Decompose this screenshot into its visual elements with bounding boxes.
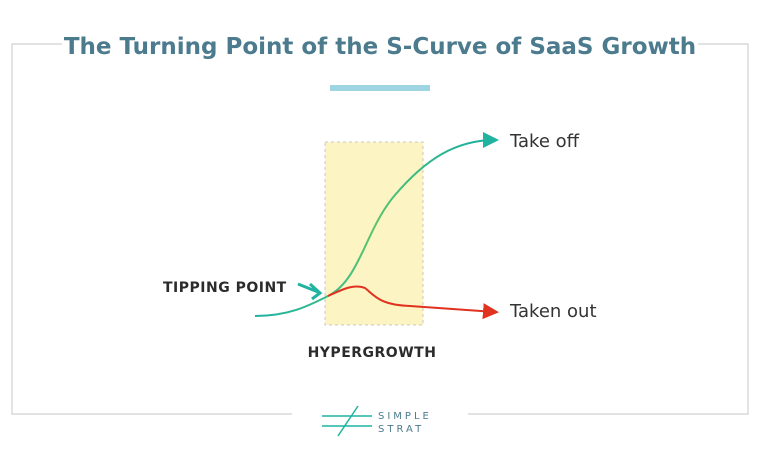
hypergrowth-label: HYPERGROWTH	[308, 345, 437, 361]
logo-mark	[322, 405, 372, 437]
taken-out-label: Taken out	[509, 301, 597, 322]
title-underline	[330, 85, 430, 91]
logo-text: SIMPLE	[378, 411, 432, 422]
tipping-point-label: TIPPING POINT	[163, 280, 287, 296]
hypergrowth-zone	[324, 141, 424, 326]
decline-curve	[327, 285, 499, 320]
take-off-label: Take off	[509, 131, 580, 152]
frame	[11, 43, 749, 415]
tipping-arrow	[297, 282, 323, 301]
title: The Turning Point of the S-Curve of SaaS…	[64, 34, 696, 60]
logo-text: STRAT	[378, 424, 424, 435]
growth-curve	[254, 132, 499, 317]
